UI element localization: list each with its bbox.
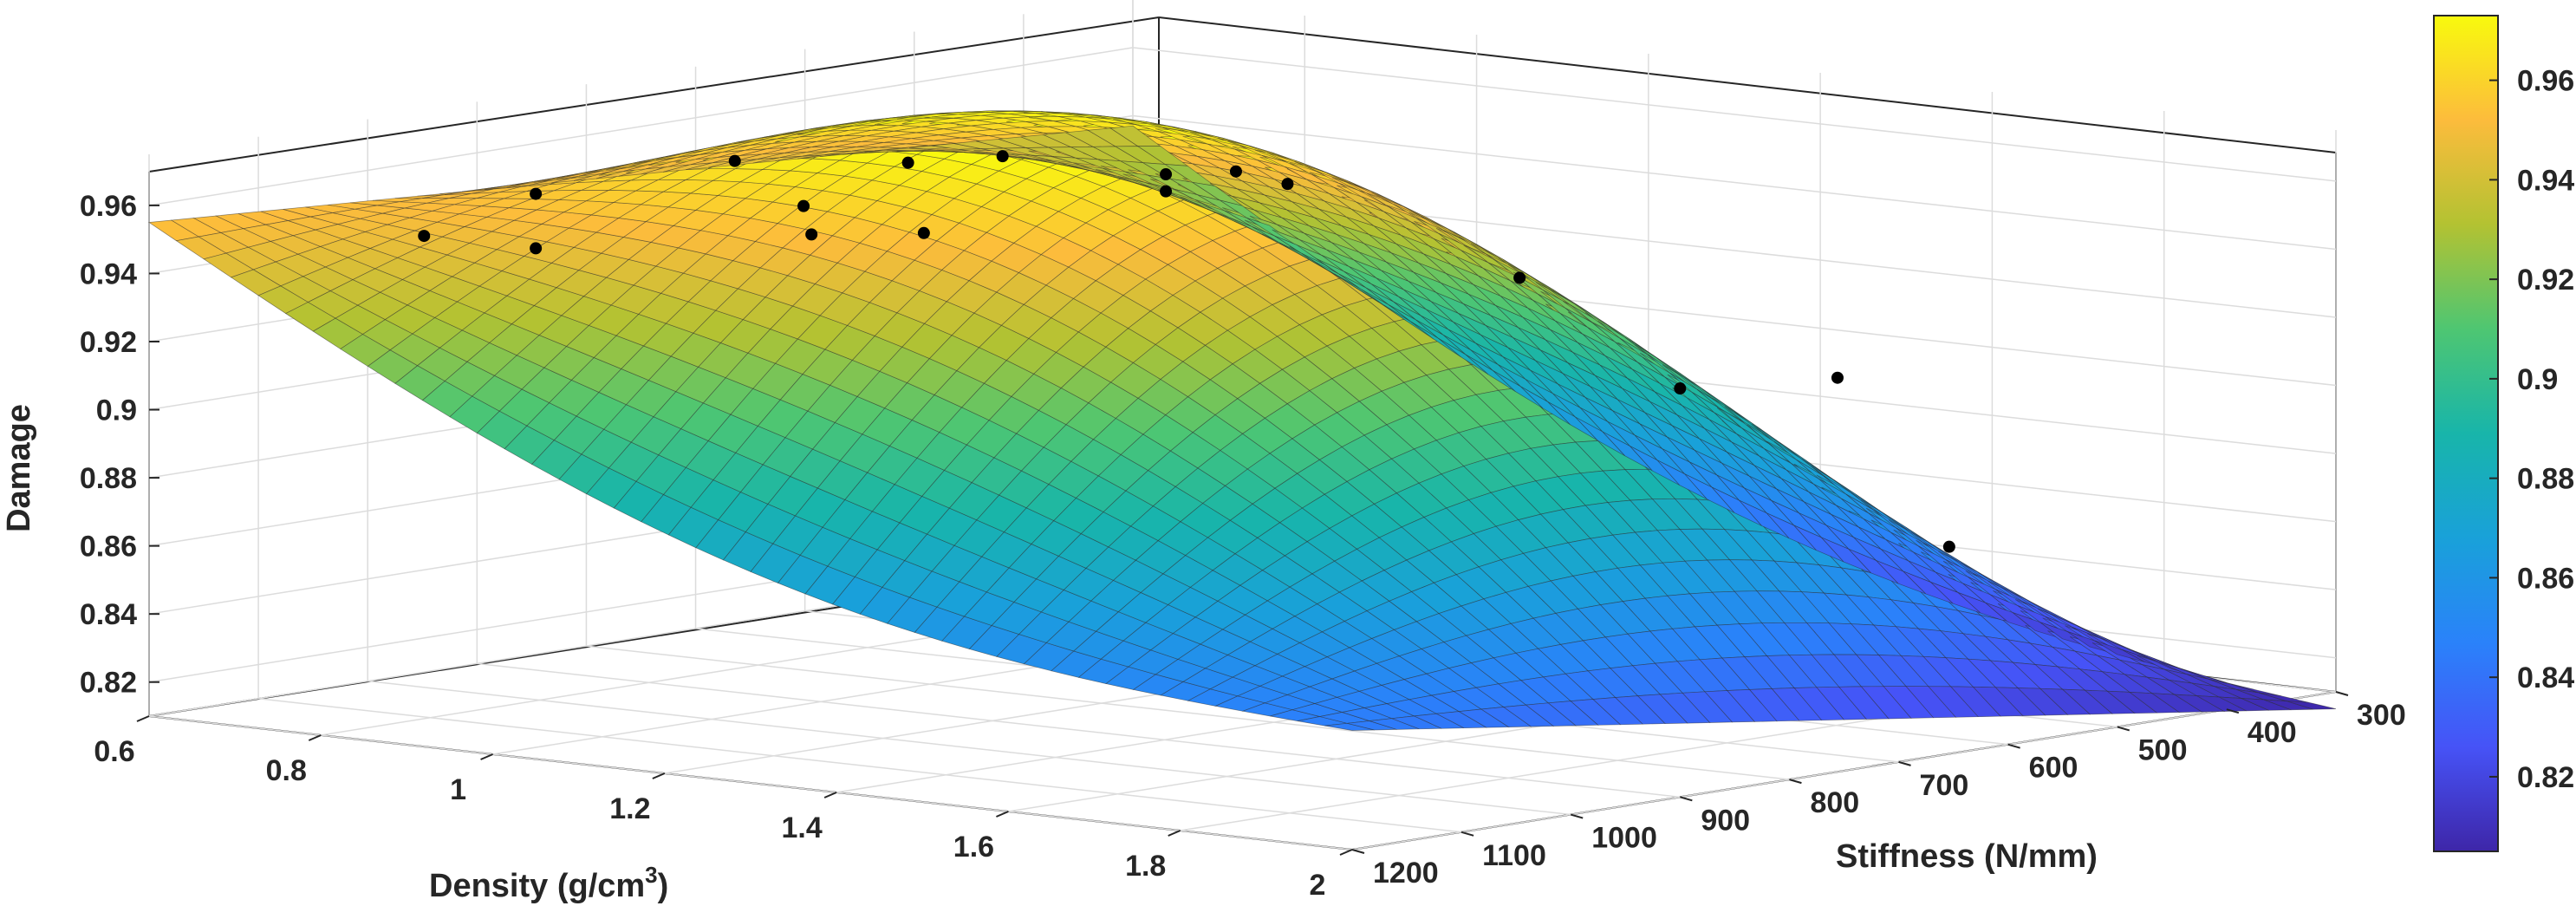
x-tick-mark <box>1168 830 1181 837</box>
y-tick-mark <box>1680 796 1693 802</box>
data-point <box>901 156 914 169</box>
y-tick-label: 300 <box>2357 699 2406 732</box>
x-tick-mark <box>652 772 666 779</box>
colorbar-tick-label: 0.96 <box>2517 65 2574 98</box>
y-tick-label: 700 <box>1920 769 1969 802</box>
z-tick-label: 0.86 <box>80 531 137 564</box>
x-tick-mark <box>480 753 493 760</box>
data-point <box>728 154 741 167</box>
x-tick-mark <box>1339 849 1353 856</box>
z-tick-label: 0.88 <box>80 462 137 495</box>
colorbar-tick-label: 0.86 <box>2517 562 2574 595</box>
data-point <box>1229 165 1242 178</box>
colorbar: 0.82 0.84 0.86 0.88 0.9 0.92 0.94 0.96 <box>2433 15 2574 852</box>
data-point <box>1831 371 1844 384</box>
y-tick-label: 1100 <box>1482 839 1546 872</box>
data-point <box>1942 540 1955 553</box>
y-tick-mark <box>2117 726 2130 732</box>
x-tick-label: 0.6 <box>94 735 134 768</box>
data-point <box>996 150 1009 163</box>
grid-line-y <box>477 662 1681 798</box>
x-tick-label: 1 <box>450 773 466 806</box>
y-tick-label: 500 <box>2138 733 2188 766</box>
y-tick-mark <box>2335 691 2349 696</box>
z-tick-label: 0.96 <box>80 190 137 223</box>
grid-line-x <box>1351 691 2337 851</box>
x-tick-mark <box>996 811 1009 818</box>
z-tick-label: 0.94 <box>80 257 137 290</box>
z-tick-label: 0.9 <box>96 394 137 427</box>
x-tick-label: 2 <box>1310 869 1326 902</box>
z-tick-label: 0.84 <box>80 598 137 631</box>
grid-line-y <box>586 645 1790 780</box>
colorbar-ticks: 0.82 0.84 0.86 0.88 0.9 0.92 0.94 0.96 <box>2489 65 2574 794</box>
z-axis-label: Damage <box>1 404 37 532</box>
back-wall-top <box>148 16 1160 173</box>
data-point <box>530 242 543 255</box>
grid-line-z <box>1132 114 2337 251</box>
y-tick-mark <box>2007 743 2020 749</box>
grid-line-z <box>1132 47 2337 182</box>
y-tick-mark <box>1898 760 1911 766</box>
y-tick-label: 1000 <box>1591 822 1657 855</box>
colorbar-tick-label: 0.94 <box>2517 164 2574 197</box>
x-axis-label-text: Density (g/cm <box>429 868 645 904</box>
data-point <box>1674 382 1687 395</box>
colorbar-gradient <box>2433 15 2499 852</box>
colorbar-tick-label: 0.82 <box>2517 761 2574 794</box>
z-tick-label: 0.82 <box>80 667 137 700</box>
z-tick-label: 0.92 <box>80 326 137 359</box>
back-wall-top-right <box>1158 16 2337 153</box>
data-point <box>530 187 543 200</box>
x-tick-label: 1.2 <box>609 792 650 825</box>
y-tick-label: 400 <box>2247 716 2297 749</box>
grid-line-y <box>148 715 1353 851</box>
x-tick-label: 1.8 <box>1125 850 1166 883</box>
y-tick-mark <box>1351 849 1365 854</box>
y-tick-label: 800 <box>1810 786 1859 819</box>
x-tick-mark <box>308 734 322 741</box>
grid-line-y <box>368 680 1571 816</box>
data-point <box>1513 271 1526 284</box>
x-axis-label: Density (g/cm3) <box>429 862 668 904</box>
x-tick-mark <box>136 715 150 722</box>
x-axis-label-superscript: 3 <box>645 862 657 888</box>
grid-line-y <box>258 698 1462 833</box>
colorbar-tick-label: 0.92 <box>2517 264 2574 297</box>
data-points <box>418 150 1955 553</box>
x-tick-label: 1.6 <box>953 831 994 864</box>
data-point <box>917 226 930 239</box>
colorbar-tick-label: 0.9 <box>2517 363 2558 396</box>
y-axis-label: Stiffness (N/mm) <box>1836 838 2098 875</box>
data-point <box>1160 168 1173 181</box>
data-point <box>797 199 810 212</box>
y-tick-label: 900 <box>1701 804 1750 837</box>
y-tick-mark <box>1460 831 1474 837</box>
data-point <box>1281 178 1294 191</box>
colorbar-tick-label: 0.84 <box>2517 662 2574 694</box>
x-axis-ticks: 0.6 0.8 1 1.2 1.4 1.6 1.8 2 <box>94 715 1353 902</box>
x-tick-label: 0.8 <box>266 754 307 787</box>
y-tick-mark <box>1789 779 1802 785</box>
surface-patch <box>2286 701 2337 710</box>
x-axis-label-close: ) <box>658 868 669 904</box>
x-tick-label: 1.4 <box>782 811 823 844</box>
fitted-surface <box>147 110 2337 731</box>
data-point <box>418 230 431 243</box>
colorbar-tick-label: 0.88 <box>2517 463 2574 496</box>
y-axis-ticks: 300 400 500 600 700 800 900 1000 1100 1200 <box>1351 691 2406 890</box>
z-axis-ticks: 0.82 0.84 0.86 0.88 0.9 0.92 0.94 0.96 <box>80 190 159 700</box>
y-tick-mark <box>1570 813 1584 819</box>
data-point <box>1160 185 1173 198</box>
y-tick-label: 1200 <box>1373 857 1439 890</box>
x-tick-mark <box>823 792 837 798</box>
data-point <box>805 228 818 241</box>
y-tick-label: 600 <box>2029 752 2078 785</box>
y-tick-mark <box>2226 708 2240 714</box>
grid-line-z <box>148 47 1134 206</box>
